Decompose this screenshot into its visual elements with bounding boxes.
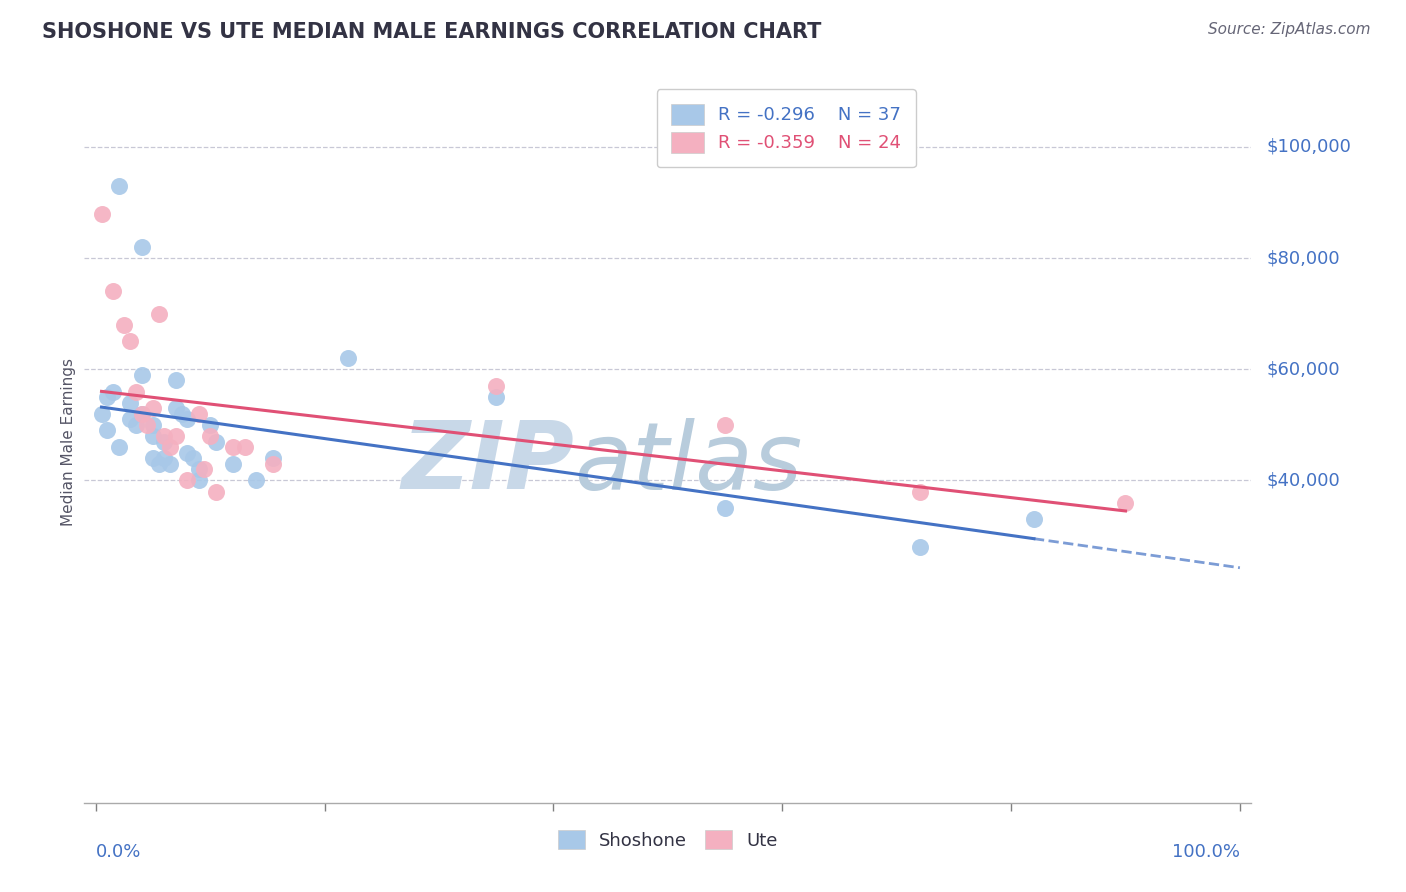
Point	[159, 440, 181, 454]
Point	[187, 474, 209, 488]
Point	[176, 412, 198, 426]
Point	[125, 384, 148, 399]
Point	[714, 501, 737, 516]
Legend: Shoshone, Ute: Shoshone, Ute	[548, 822, 787, 859]
Point	[136, 417, 159, 432]
Text: $100,000: $100,000	[1267, 138, 1351, 156]
Point	[176, 474, 198, 488]
Point	[96, 390, 118, 404]
Point	[131, 407, 153, 421]
Point	[142, 401, 165, 416]
Point	[131, 407, 153, 421]
Point	[148, 307, 170, 321]
Point	[187, 462, 209, 476]
Point	[200, 429, 222, 443]
Point	[131, 240, 153, 254]
Point	[165, 373, 187, 387]
Point	[125, 417, 148, 432]
Point	[153, 434, 176, 449]
Point	[165, 429, 187, 443]
Point	[131, 368, 153, 382]
Point	[112, 318, 135, 332]
Point	[120, 395, 142, 409]
Point	[485, 390, 508, 404]
Point	[200, 417, 222, 432]
Text: SHOSHONE VS UTE MEDIAN MALE EARNINGS CORRELATION CHART: SHOSHONE VS UTE MEDIAN MALE EARNINGS COR…	[42, 22, 821, 42]
Point	[120, 334, 142, 349]
Point	[142, 417, 165, 432]
Point	[159, 457, 181, 471]
Point	[120, 412, 142, 426]
Point	[142, 451, 165, 466]
Point	[90, 407, 112, 421]
Point	[222, 457, 245, 471]
Point	[485, 379, 508, 393]
Point	[170, 407, 193, 421]
Point	[101, 384, 124, 399]
Point	[153, 429, 176, 443]
Point	[153, 451, 176, 466]
Point	[262, 451, 284, 466]
Point	[90, 207, 112, 221]
Point	[233, 440, 256, 454]
Text: $60,000: $60,000	[1267, 360, 1340, 378]
Text: $40,000: $40,000	[1267, 472, 1340, 490]
Point	[165, 401, 187, 416]
Point	[222, 440, 245, 454]
Text: $80,000: $80,000	[1267, 249, 1340, 267]
Point	[262, 457, 284, 471]
Point	[908, 484, 931, 499]
Point	[96, 424, 118, 438]
Text: 0.0%: 0.0%	[96, 843, 141, 861]
Point	[187, 407, 209, 421]
Point	[205, 484, 228, 499]
Point	[245, 474, 267, 488]
Point	[1114, 496, 1136, 510]
Point	[908, 540, 931, 554]
Point	[176, 445, 198, 459]
Y-axis label: Median Male Earnings: Median Male Earnings	[60, 358, 76, 525]
Text: ZIP: ZIP	[402, 417, 575, 509]
Point	[181, 451, 204, 466]
Point	[714, 417, 737, 432]
Point	[107, 178, 129, 193]
Point	[148, 457, 170, 471]
Point	[193, 462, 215, 476]
Point	[101, 285, 124, 299]
Text: 100.0%: 100.0%	[1171, 843, 1240, 861]
Point	[107, 440, 129, 454]
Point	[336, 351, 359, 366]
Text: Source: ZipAtlas.com: Source: ZipAtlas.com	[1208, 22, 1371, 37]
Point	[1022, 512, 1045, 526]
Point	[142, 429, 165, 443]
Text: atlas: atlas	[575, 417, 803, 508]
Point	[205, 434, 228, 449]
